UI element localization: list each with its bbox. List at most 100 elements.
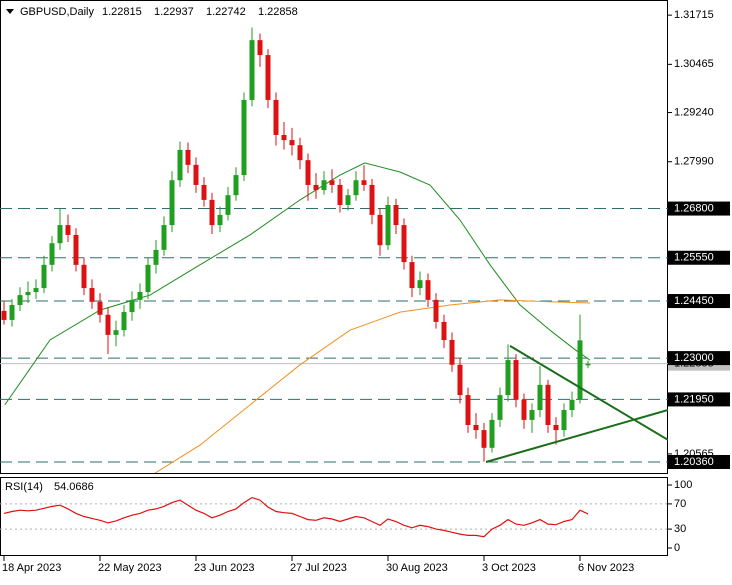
candle-body (337, 184, 343, 206)
candle-body (217, 214, 223, 226)
candle-body (185, 149, 191, 165)
y-tick-label: 1.31715 (674, 9, 714, 21)
header-open: 1.22815 (102, 6, 142, 18)
candle-body (249, 40, 255, 100)
candle-body (41, 264, 47, 289)
x-tick-label: 23 Jun 2023 (194, 562, 255, 574)
y-tick-label: 1.30465 (674, 58, 714, 70)
candle-body (233, 175, 239, 196)
candle-body (25, 291, 31, 296)
collapse-icon (6, 9, 14, 14)
chart-title: GBPUSD,Daily (20, 6, 94, 18)
candle-body (137, 291, 143, 300)
candle-body (121, 312, 127, 331)
rsi-tick-label: 30 (674, 523, 686, 535)
candle-body (273, 99, 279, 135)
candle-body (153, 249, 159, 265)
candle-body (305, 160, 311, 185)
candle-body (353, 180, 359, 196)
candle-body (17, 295, 23, 305)
candle-body (241, 99, 247, 176)
candle-body (545, 384, 551, 425)
candle-body (393, 205, 399, 226)
rsi-title: RSI(14) (5, 481, 43, 493)
candle-body (73, 234, 79, 265)
rsi-current: 54.0686 (54, 481, 94, 493)
rsi-line (3, 496, 589, 538)
candle-body (409, 262, 415, 289)
level-box (668, 351, 730, 366)
level-box (668, 392, 730, 407)
candle-body (209, 199, 215, 226)
candle-body (129, 299, 135, 313)
candle-body (441, 321, 447, 340)
candle-body (201, 184, 207, 200)
candle-body (257, 40, 263, 56)
level-label: 1.23000 (674, 352, 714, 364)
level-label: 1.25550 (674, 252, 714, 264)
x-tick-label: 30 Aug 2023 (386, 562, 448, 574)
rsi-tick-label: 100 (674, 479, 692, 491)
candle-body (177, 149, 183, 181)
candle-body (97, 301, 103, 315)
candle-body (81, 264, 87, 289)
candle-body (105, 314, 111, 335)
candle-body (569, 399, 575, 411)
x-tick-label: 18 Apr 2023 (2, 562, 61, 574)
x-tick-label: 3 Oct 2023 (482, 562, 536, 574)
trendline (485, 409, 668, 463)
plot-area (0, 27, 668, 473)
level-box (668, 454, 730, 469)
y-tick-label: 1.29240 (674, 106, 714, 118)
candle-body (265, 55, 271, 100)
candle-body (89, 288, 95, 302)
level-box (668, 250, 730, 265)
candle-body (473, 424, 479, 431)
candle-body (425, 280, 431, 300)
candle-body (561, 410, 567, 431)
candle-body (553, 424, 559, 431)
candle-body (361, 180, 367, 185)
y-tick-label: 1.27990 (674, 156, 714, 168)
rsi-tick-label: 0 (674, 542, 680, 554)
price-panel (0, 0, 668, 474)
candle-body (313, 184, 319, 191)
candle-body (537, 384, 543, 411)
candle-body (345, 195, 351, 206)
header-close: 1.22858 (258, 6, 298, 18)
candle-body (145, 264, 151, 292)
header-high: 1.22937 (154, 6, 194, 18)
candle-body (481, 430, 487, 448)
candle-body (433, 299, 439, 322)
candle-body (281, 134, 287, 141)
candle-body (297, 145, 303, 161)
candle-body (321, 180, 327, 191)
candle-body (57, 225, 63, 244)
x-tick-label: 27 Jul 2023 (290, 562, 347, 574)
level-label: 1.20360 (674, 456, 714, 468)
candle-body (193, 164, 199, 185)
candle-body (457, 364, 463, 396)
candle-body (497, 395, 503, 420)
header-low: 1.22742 (206, 6, 246, 18)
trendline (509, 345, 668, 441)
rsi-tick-label: 70 (674, 498, 686, 510)
candle-body (505, 360, 511, 396)
candle-body (513, 360, 519, 400)
level-box (668, 201, 730, 216)
candle-body (401, 225, 407, 263)
candle-body (9, 304, 15, 320)
candle-body (329, 180, 335, 185)
candle-body (521, 399, 527, 420)
candle-body (65, 225, 71, 235)
level-box (668, 294, 730, 309)
candle-body (529, 410, 535, 420)
candle-body (577, 340, 583, 400)
candle-body (417, 280, 423, 289)
candle-body (113, 330, 119, 335)
rsi-panel (0, 477, 668, 556)
candle-body (489, 419, 495, 448)
x-tick-label: 22 May 2023 (98, 562, 162, 574)
candle-body (585, 363, 591, 366)
